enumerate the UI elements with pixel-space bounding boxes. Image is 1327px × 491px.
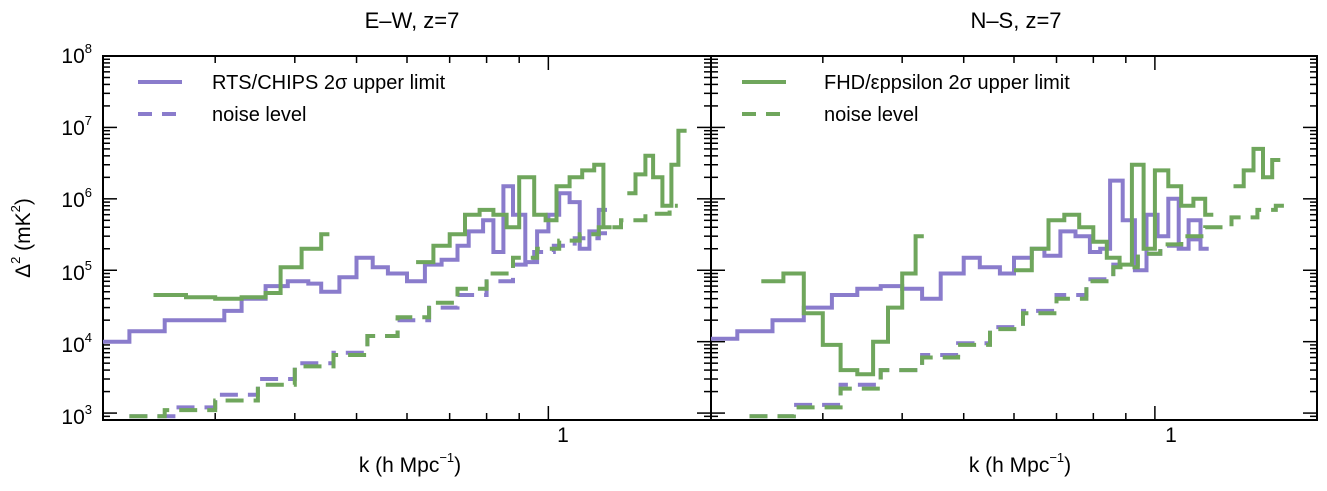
- x-tick-label-ns: 1: [1165, 424, 1177, 447]
- panel-title-ew: E–W, z=7: [364, 8, 460, 33]
- y-tick-label: 104: [61, 330, 92, 357]
- series-line-ns-2: [761, 234, 924, 377]
- series-line-ew-3: [416, 162, 612, 265]
- y-tick-label: 105: [61, 258, 92, 285]
- legend-label-ew-limit: RTS/CHIPS 2σ upper limit: [212, 72, 446, 94]
- legend-label-ew-noise: noise level: [212, 104, 307, 126]
- series-line-ew-0: [103, 184, 607, 344]
- panel-title-ns: N–S, z=7: [970, 8, 1062, 33]
- plot-frame-ns: [710, 55, 1318, 421]
- y-tick-label: 107: [61, 113, 92, 140]
- series-line-ns-1: [749, 232, 1209, 419]
- series-line-ew-5: [129, 203, 678, 419]
- y-tick-label: 106: [61, 185, 92, 212]
- series-line-ew-1: [129, 231, 607, 419]
- series-line-ns-3: [1014, 162, 1214, 273]
- y-tick-label: 108: [61, 41, 92, 68]
- series-line-ns-0: [711, 178, 1209, 341]
- x-tick-label-ew: 1: [557, 424, 569, 447]
- series-line-ew-4: [627, 128, 687, 208]
- series-line-ns-5: [749, 203, 1284, 419]
- series-line-ew-2: [153, 232, 330, 301]
- y-tick-label: 103: [61, 402, 92, 429]
- legend-label-ns-limit: FHD/εppsilon 2σ upper limit: [824, 72, 1070, 94]
- legend-label-ns-noise: noise level: [824, 104, 919, 126]
- y-axis-label: Δ2 (mK2): [8, 198, 35, 278]
- x-axis-label-ew: k (h Mpc−1): [358, 450, 462, 477]
- x-axis-label-ns: k (h Mpc−1): [968, 450, 1072, 477]
- plot-frame-ew: [102, 55, 712, 421]
- series-line-ns-4: [1233, 146, 1281, 189]
